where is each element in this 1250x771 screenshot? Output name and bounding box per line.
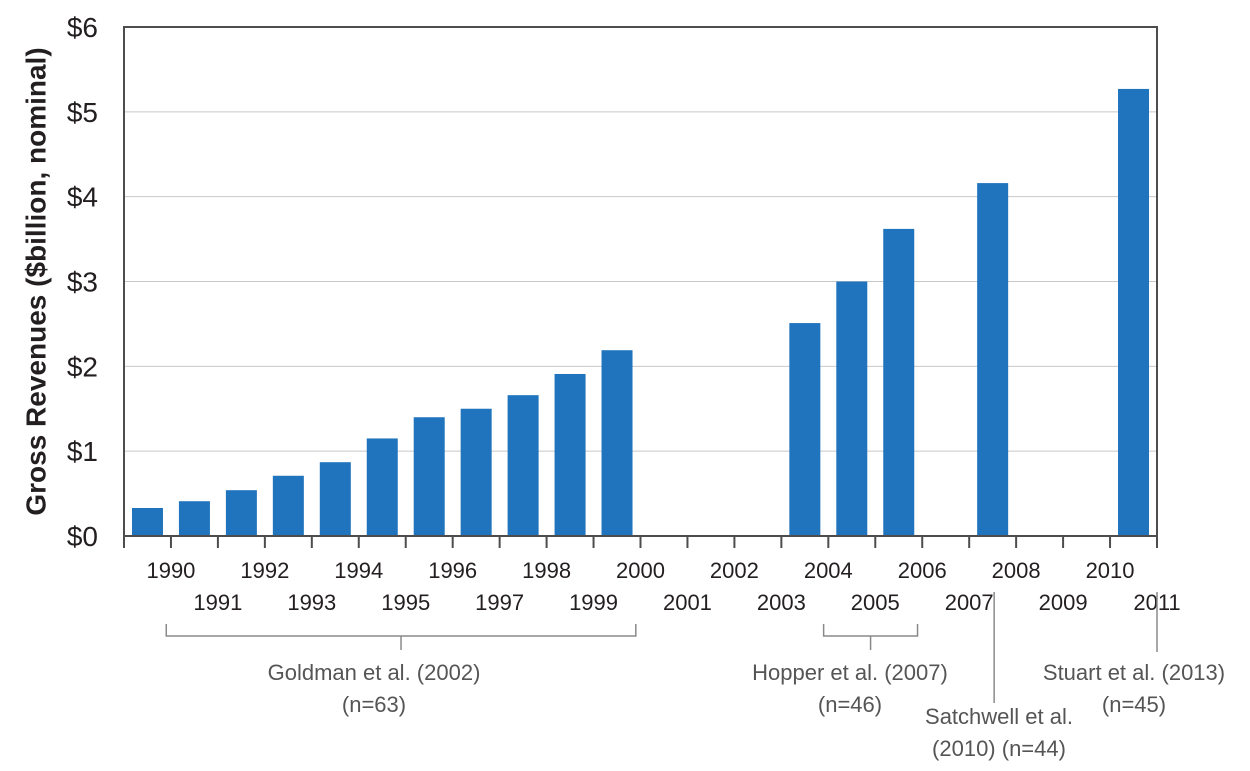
- bar-1999: [554, 373, 586, 536]
- bar-2011: [1118, 88, 1150, 536]
- annotation-text: Hopper et al. (2007): [752, 660, 948, 685]
- bar-2006: [883, 228, 915, 537]
- y-tick-label: $5: [67, 97, 98, 128]
- bar-1990: [131, 508, 163, 536]
- x-tick-label: 2008: [992, 558, 1041, 583]
- x-tick-label: 1993: [287, 590, 336, 615]
- annotation-text: Goldman et al. (2002): [268, 660, 481, 685]
- y-axis-label: Gross Revenues ($billion, nominal): [20, 47, 51, 515]
- x-tick-label: 2010: [1086, 558, 1135, 583]
- annotation-text: (n=46): [818, 692, 882, 717]
- x-tick-label: 2000: [616, 558, 665, 583]
- y-tick-label: $1: [67, 436, 98, 467]
- annotation-bracket: [165, 624, 637, 637]
- bar-2004: [789, 323, 821, 536]
- x-tick-label: 2007: [945, 590, 994, 615]
- bar-1995: [366, 438, 398, 536]
- annotation-text: (n=63): [342, 692, 406, 717]
- x-tick-label: 2001: [663, 590, 712, 615]
- x-tick-label: 1997: [475, 590, 524, 615]
- annotation-bracket: [822, 624, 919, 637]
- x-tick-label: 1992: [240, 558, 289, 583]
- y-tick-label: $2: [67, 351, 98, 382]
- annotations: Goldman et al. (2002) (n=63) Hopper et al.…: [165, 592, 1225, 761]
- y-tick-label: $4: [67, 182, 98, 213]
- x-tick-label: 1994: [334, 558, 383, 583]
- annotation-text: (n=45): [1102, 692, 1166, 717]
- y-tick-label: $3: [67, 267, 98, 298]
- bars: [131, 88, 1150, 537]
- x-tick-label: 2009: [1039, 590, 1088, 615]
- bar-2008: [977, 183, 1009, 537]
- x-tick-label: 2004: [804, 558, 853, 583]
- x-tick-label: 1990: [146, 558, 195, 583]
- x-tick-label: 1991: [193, 590, 242, 615]
- x-tick-label: 2003: [757, 590, 806, 615]
- bar-1994: [319, 462, 351, 536]
- annotation-text: Stuart et al. (2013): [1043, 660, 1225, 685]
- x-tick-labels: 1990 1991 1992 1993 1994 1995 1996 1997 1998 1999…: [123, 536, 1181, 615]
- bar-1997: [460, 408, 492, 536]
- x-tick-label: 1998: [522, 558, 571, 583]
- y-tick-label: $6: [67, 12, 98, 43]
- bar-1991: [178, 501, 210, 536]
- y-tick-label: $0: [67, 521, 98, 552]
- bar-2000: [601, 350, 633, 536]
- bar-1998: [507, 395, 539, 536]
- annotation-text: (2010) (n=44): [932, 736, 1066, 761]
- x-tick-label: 2002: [710, 558, 759, 583]
- x-tick-label: 1996: [428, 558, 477, 583]
- x-tick-label: 1995: [381, 590, 430, 615]
- y-tick-labels: $0 $1 $2 $3 $4 $5 $6: [67, 12, 98, 552]
- x-tick-label: 1999: [569, 590, 618, 615]
- x-tick-label: 2005: [851, 590, 900, 615]
- annotation-text: Satchwell et al.: [925, 704, 1073, 729]
- bar-2005: [836, 281, 868, 536]
- bar-1992: [225, 490, 257, 536]
- bar-1993: [272, 475, 304, 536]
- bar-1996: [413, 417, 445, 536]
- x-tick-label: 2006: [898, 558, 947, 583]
